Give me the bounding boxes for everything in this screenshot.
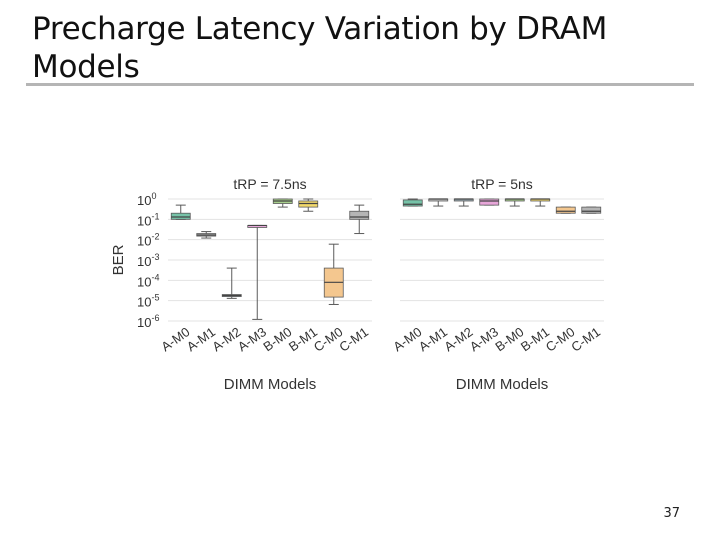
y-tick-exponent: -3 (151, 252, 159, 262)
y-tick-label: 10-3 (137, 252, 159, 269)
x-axis-label: DIMM Models (456, 376, 549, 393)
box-body (479, 198, 500, 206)
y-tick-exponent: -2 (151, 232, 159, 242)
box-A-M3: A-M3 (467, 198, 501, 354)
x-axis-label: DIMM Models (224, 376, 317, 393)
title-divider (26, 83, 694, 86)
box-C-M0: C-M0 (311, 243, 345, 355)
y-tick-label: 100 (137, 191, 156, 208)
y-axis-label: BER (110, 244, 127, 275)
box-body (402, 199, 423, 207)
y-tick-exponent: 0 (151, 191, 156, 201)
box-body (349, 210, 370, 220)
x-tick-label: C-M1 (568, 324, 603, 355)
box-A-M1: A-M1 (416, 198, 450, 354)
panel-title: tRP = 7.5ns (233, 176, 306, 192)
y-tick-exponent: -5 (151, 293, 159, 303)
y-tick-label: 10-6 (137, 313, 159, 330)
y-tick-label: 10-5 (137, 293, 159, 310)
slide-title: Precharge Latency Variation by DRAM Mode… (32, 11, 608, 85)
box-A-M2: A-M2 (441, 198, 475, 354)
y-tick-exponent: -6 (151, 313, 159, 323)
box-A-M0: A-M0 (158, 204, 192, 354)
y-tick-exponent: -1 (151, 211, 159, 221)
y-tick-exponent: -4 (151, 272, 159, 282)
page-number: 37 (663, 506, 680, 521)
box-B-M1: B-M1 (518, 198, 552, 354)
x-tick-label: C-M1 (336, 324, 371, 355)
box-body (581, 206, 602, 214)
y-tick-label: 10-4 (137, 272, 159, 289)
y-tick-label: 10-2 (137, 232, 159, 249)
box-B-M1: B-M1 (286, 198, 320, 354)
box-B-M0: B-M0 (260, 198, 294, 354)
box-B-M0: B-M0 (492, 198, 526, 354)
box-body (555, 206, 576, 214)
box-body (170, 212, 191, 220)
y-tick-label: 10-1 (137, 211, 159, 228)
chart-panel-2: tRP = 5ns DIMM Models A-M0A-M1A-M2A-M3B-M0… (390, 176, 604, 393)
panel-title: tRP = 5ns (471, 176, 533, 192)
box-A-M0: A-M0 (390, 198, 424, 354)
